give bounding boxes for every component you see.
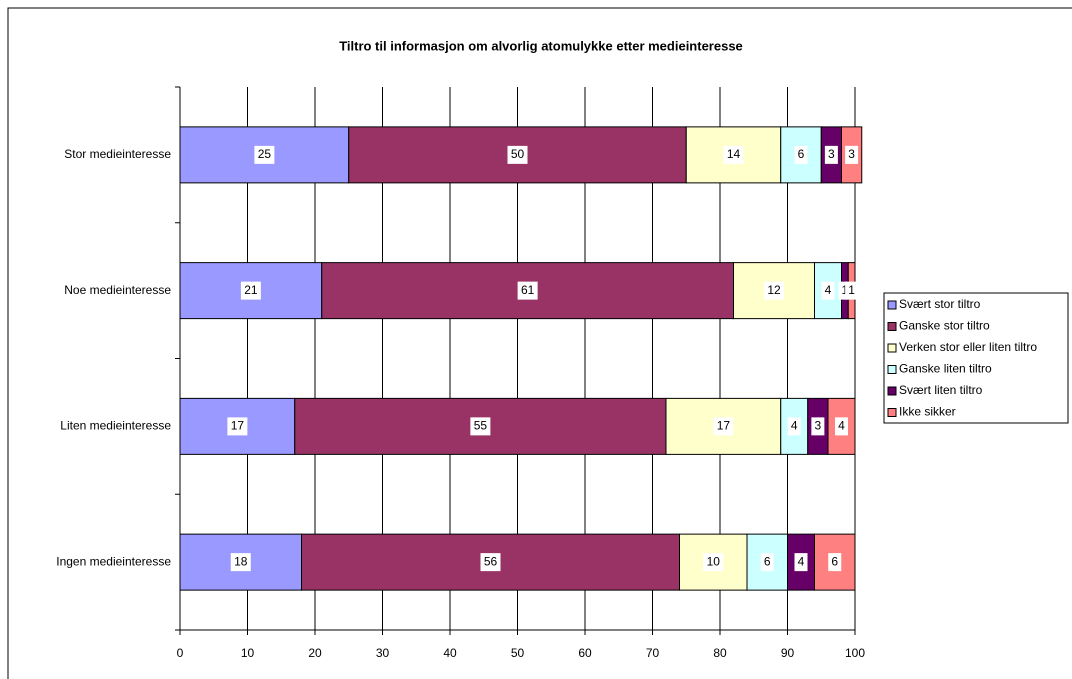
- data-label: 1: [842, 283, 849, 297]
- data-label: 14: [727, 147, 741, 161]
- bar-segment: [827, 397, 856, 455]
- data-label: 18: [234, 554, 248, 568]
- data-label-box: [507, 145, 528, 164]
- legend-label: Svært stor tiltro: [899, 297, 981, 311]
- data-label: 10: [707, 554, 721, 568]
- x-tick-label: 30: [376, 646, 390, 660]
- data-label-box: [764, 281, 784, 300]
- x-tick-label: 10: [241, 646, 255, 660]
- data-label: 21: [244, 283, 258, 297]
- data-label-box: [517, 281, 538, 300]
- data-label-box: [713, 417, 734, 436]
- data-label-box: [230, 553, 251, 572]
- data-label-box: [794, 145, 808, 164]
- data-label-box: [760, 553, 774, 572]
- data-label: 50: [511, 147, 525, 161]
- data-label: 3: [828, 147, 835, 161]
- data-label-box: [470, 417, 491, 436]
- data-label-box: [835, 417, 848, 436]
- data-label-box: [227, 417, 248, 436]
- bar-segment: [787, 533, 815, 591]
- legend-swatch: [887, 343, 897, 353]
- data-label: 6: [831, 554, 838, 568]
- data-label: 25: [258, 147, 272, 161]
- legend-swatch: [887, 322, 897, 331]
- data-label-box: [794, 553, 808, 572]
- data-label: 56: [484, 554, 498, 568]
- data-label: 61: [521, 283, 535, 297]
- data-label: 17: [717, 419, 731, 433]
- data-label: 1: [848, 283, 855, 297]
- x-tick-label: 20: [308, 646, 322, 660]
- data-label: 4: [838, 419, 845, 433]
- y-tick-label: Stor medieinteresse: [64, 147, 171, 161]
- legend-swatch: [887, 408, 897, 417]
- legend-label: Svært liten tiltro: [899, 383, 983, 397]
- y-tick-label: Noe medieinteresse: [64, 283, 171, 297]
- data-label: 6: [798, 147, 805, 161]
- data-label: 4: [791, 419, 798, 433]
- legend-label: Verken stor eller liten tiltro: [899, 340, 1037, 354]
- data-label-box: [824, 145, 838, 164]
- data-label-box: [240, 281, 261, 300]
- x-tick-label: 70: [646, 646, 660, 660]
- chart-title: Tiltro til informasjon om alvorlig atomu…: [339, 38, 743, 53]
- legend-label: Ikke sikker: [899, 405, 956, 419]
- data-label-box: [254, 145, 275, 164]
- x-tick-label: 90: [781, 646, 795, 660]
- legend-label: Ganske stor tiltro: [899, 319, 990, 333]
- data-label-box: [811, 417, 825, 436]
- x-tick-label: 50: [511, 646, 525, 660]
- data-label-box: [723, 145, 744, 164]
- data-label-box: [787, 417, 801, 436]
- x-tick-label: 60: [578, 646, 592, 660]
- x-tick-label: 0: [177, 646, 184, 660]
- legend-box: [883, 292, 1069, 424]
- data-label: 55: [474, 419, 488, 433]
- x-tick-label: 100: [845, 646, 865, 660]
- x-tick-label: 40: [443, 646, 457, 660]
- data-label: 3: [848, 147, 855, 161]
- data-label-box: [845, 145, 859, 164]
- data-label-box: [703, 553, 724, 572]
- data-label-box: [821, 281, 835, 300]
- data-label-box: [828, 553, 842, 572]
- data-label-box: [480, 553, 501, 572]
- legend-swatch: [887, 300, 897, 310]
- data-label: 6: [764, 554, 771, 568]
- bar-segment: [179, 126, 350, 184]
- data-label: 4: [798, 554, 805, 568]
- data-label-box: [845, 281, 859, 300]
- data-label: 4: [825, 283, 832, 297]
- y-tick-label: Liten medieinteresse: [60, 419, 171, 433]
- legend-swatch: [887, 386, 897, 396]
- legend-label: Ganske liten tiltro: [899, 362, 992, 376]
- data-label: 3: [815, 419, 822, 433]
- legend-swatch: [887, 365, 897, 374]
- y-tick-label: Ingen medieinteresse: [56, 554, 171, 568]
- x-tick-label: 80: [713, 646, 727, 660]
- bar-segment: [179, 262, 323, 320]
- data-label: 12: [767, 283, 781, 297]
- data-label: 17: [231, 419, 245, 433]
